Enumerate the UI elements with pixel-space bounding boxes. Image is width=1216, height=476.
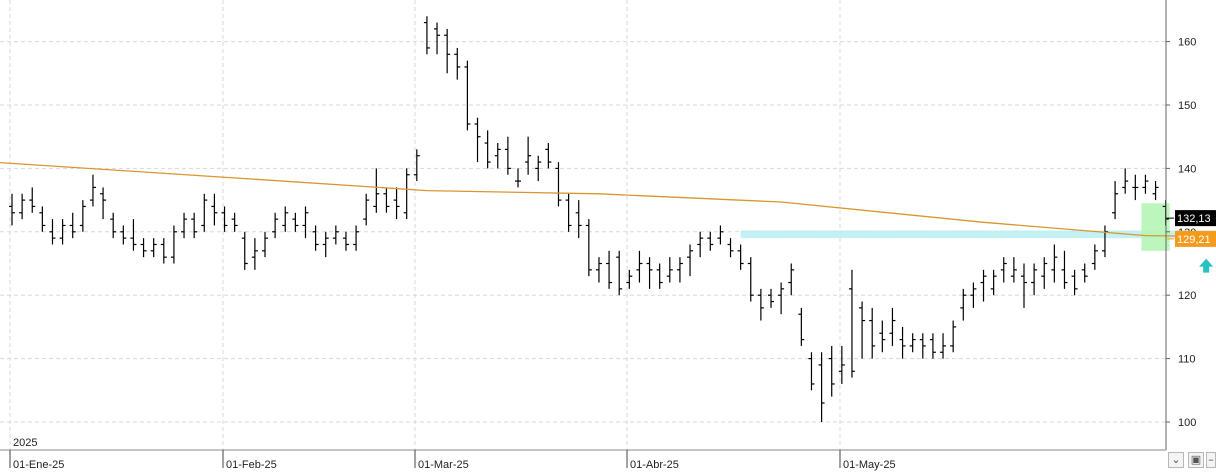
y-tick-label: 100 — [1178, 417, 1196, 429]
buy-signal-arrow-icon — [1199, 258, 1214, 273]
y-tick-label: 160 — [1178, 37, 1196, 49]
minimize-icon[interactable]: – — [1206, 452, 1216, 468]
x-tick-label: 01-May-25 — [843, 459, 896, 471]
highlight-zone — [1141, 203, 1170, 251]
gridlines — [0, 0, 1166, 450]
x-tick-label: 01-Feb-25 — [226, 459, 277, 471]
save-icon[interactable]: ▣ — [1188, 452, 1204, 468]
year-label: 2025 — [13, 437, 37, 449]
last-price-label: 132,13 — [1177, 213, 1211, 225]
y-tick-label: 110 — [1178, 354, 1196, 366]
last-price-box — [1175, 210, 1216, 227]
collapse-chevron-icon[interactable]: ⌄ — [1168, 452, 1184, 468]
x-axis: 01-Ene-25 01-Feb-25 01-Mar-25 01-Abr-25 01-M… — [9, 437, 896, 471]
x-tick-label: 01-Abr-25 — [630, 459, 679, 471]
y-tick-label: 120 — [1178, 290, 1196, 302]
ma-value-label: 129,21 — [1177, 234, 1211, 246]
moving-average — [0, 161, 1216, 238]
ohlc-bars — [9, 16, 1169, 422]
ma-value-box — [1175, 230, 1216, 247]
value-labels: 132,13 129,21 — [1166, 210, 1216, 247]
x-tick-label: 01-Ene-25 — [13, 459, 64, 471]
x-tick-label: 01-Mar-25 — [418, 459, 469, 471]
y-tick-label: 150 — [1178, 100, 1196, 112]
overlays — [740, 203, 1216, 273]
y-tick-label: 140 — [1178, 163, 1196, 175]
support-band — [740, 230, 1216, 239]
moving-average-line — [0, 161, 1216, 238]
